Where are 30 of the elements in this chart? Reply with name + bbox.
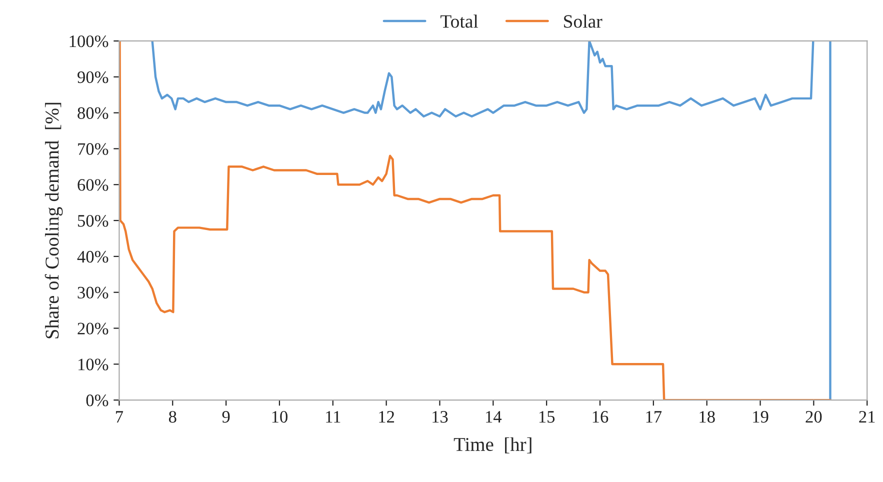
- x-tick-label: 11: [326, 411, 340, 423]
- y-tick-label: 20%: [78, 322, 108, 334]
- x-tick-label: 21: [859, 411, 875, 423]
- x-tick-label: 18: [700, 410, 715, 423]
- y-tick-label: 40%: [77, 250, 108, 263]
- x-tick-label: 15: [539, 411, 555, 423]
- x-tick-label: 19: [753, 411, 768, 423]
- x-tick-label: 7: [116, 411, 124, 423]
- y-tick-label: 60%: [78, 179, 108, 191]
- y-tick-label: 0%: [86, 394, 108, 406]
- x-tick-label: 17: [646, 411, 662, 423]
- y-axis-title: Share of Cooling demand [%]: [44, 102, 63, 338]
- legend-label: Total: [440, 14, 478, 28]
- y-tick-label: 90%: [78, 71, 108, 84]
- y-tick-label: 50%: [78, 214, 108, 227]
- x-tick-label: 10: [272, 410, 288, 423]
- x-tick-label: 12: [379, 411, 394, 423]
- y-tick-label: 10%: [78, 358, 108, 370]
- y-tick-label: 70%: [78, 143, 108, 155]
- legend-label: Solar: [564, 14, 602, 28]
- x-tick-label: 16: [592, 411, 608, 423]
- x-tick-label: 8: [168, 410, 176, 423]
- x-tick-label: 20: [806, 410, 822, 423]
- x-tick-label: 14: [486, 411, 502, 423]
- x-tick-label: 9: [222, 411, 230, 423]
- x-axis-title: Time [hr]: [454, 437, 532, 454]
- y-tick-label: 30%: [78, 286, 108, 299]
- y-tick-label: 100%: [70, 35, 108, 48]
- y-tick-label: 80%: [78, 107, 108, 120]
- x-tick-label: 13: [432, 411, 448, 423]
